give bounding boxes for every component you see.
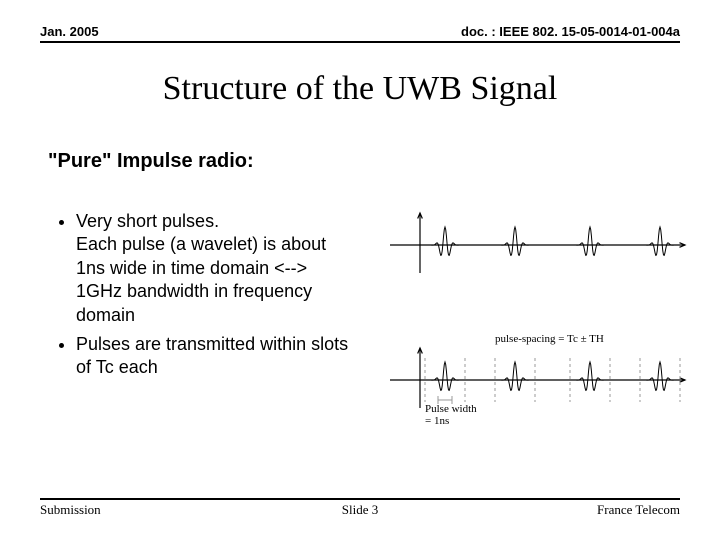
pulse-spacing-label: pulse-spacing = Tc ± TH (495, 333, 604, 345)
header-date: Jan. 2005 (40, 24, 99, 39)
header: Jan. 2005 doc. : IEEE 802. 15-05-0014-01… (40, 24, 680, 43)
subtitle: "Pure" Impulse radio: (48, 150, 254, 173)
pulse-width-label: Pulse width = 1ns (425, 403, 477, 427)
footer-center: Slide 3 (342, 502, 378, 518)
bullet-body: Each pulse (a wavelet) is about 1ns wide… (76, 233, 358, 327)
footer-right: France Telecom (597, 502, 680, 518)
list-item: Pulses are transmitted within slots of T… (76, 333, 358, 380)
header-doc: doc. : IEEE 802. 15-05-0014-01-004a (461, 24, 680, 39)
bullet-lead: Pulses are transmitted within slots of T… (76, 334, 348, 377)
list-item: Very short pulses. Each pulse (a wavelet… (76, 210, 358, 327)
bullet-lead: Very short pulses. (76, 211, 219, 231)
footer-left: Submission (40, 502, 101, 518)
signal-diagram: pulse-spacing = Tc ± TH Pulse width = 1n… (390, 185, 695, 445)
pulse-width-label-line2: = 1ns (425, 415, 449, 427)
bullet-list: Very short pulses. Each pulse (a wavelet… (58, 210, 358, 386)
page-title: Structure of the UWB Signal (0, 70, 720, 108)
pulse-width-label-line1: Pulse width (425, 403, 477, 415)
footer: Submission Slide 3 France Telecom (40, 498, 680, 518)
